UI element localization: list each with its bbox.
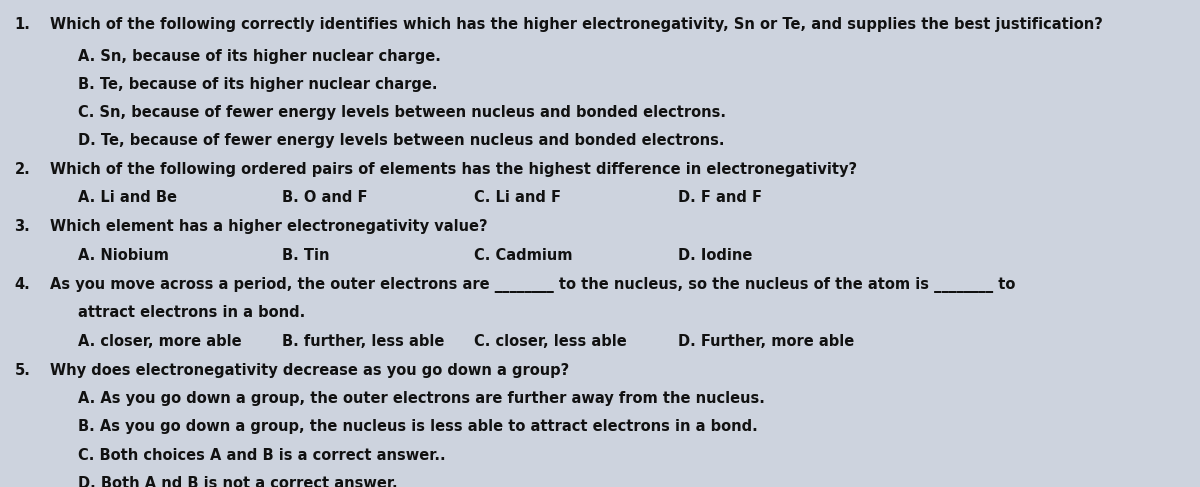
Text: B. O and F: B. O and F bbox=[282, 190, 367, 206]
Text: A. Niobium: A. Niobium bbox=[78, 248, 169, 263]
Text: B. Te, because of its higher nuclear charge.: B. Te, because of its higher nuclear cha… bbox=[78, 77, 438, 92]
Text: Which of the following correctly identifies which has the higher electronegativi: Which of the following correctly identif… bbox=[50, 17, 1103, 32]
Text: Which element has a higher electronegativity value?: Which element has a higher electronegati… bbox=[50, 219, 488, 234]
Text: D. Te, because of fewer energy levels between nucleus and bonded electrons.: D. Te, because of fewer energy levels be… bbox=[78, 133, 725, 149]
Text: Why does electronegativity decrease as you go down a group?: Why does electronegativity decrease as y… bbox=[50, 363, 570, 378]
Text: 2.: 2. bbox=[14, 162, 30, 177]
Text: A. closer, more able: A. closer, more able bbox=[78, 334, 241, 349]
Text: C. Sn, because of fewer energy levels between nucleus and bonded electrons.: C. Sn, because of fewer energy levels be… bbox=[78, 105, 726, 120]
Text: D. F and F: D. F and F bbox=[678, 190, 762, 206]
Text: C. Both choices A and B is a correct answer..: C. Both choices A and B is a correct ans… bbox=[78, 448, 445, 463]
Text: B. further, less able: B. further, less able bbox=[282, 334, 444, 349]
Text: 4.: 4. bbox=[14, 277, 30, 292]
Text: B. Tin: B. Tin bbox=[282, 248, 330, 263]
Text: C. Li and F: C. Li and F bbox=[474, 190, 562, 206]
Text: D. Further, more able: D. Further, more able bbox=[678, 334, 854, 349]
Text: D. Both A nd B is not a correct answer.: D. Both A nd B is not a correct answer. bbox=[78, 476, 397, 487]
Text: As you move across a period, the outer electrons are ________ to the nucleus, so: As you move across a period, the outer e… bbox=[50, 277, 1015, 293]
Text: A. As you go down a group, the outer electrons are further away from the nucleus: A. As you go down a group, the outer ele… bbox=[78, 391, 764, 406]
Text: C. Cadmium: C. Cadmium bbox=[474, 248, 572, 263]
Text: A. Sn, because of its higher nuclear charge.: A. Sn, because of its higher nuclear cha… bbox=[78, 49, 440, 64]
Text: D. Iodine: D. Iodine bbox=[678, 248, 752, 263]
Text: attract electrons in a bond.: attract electrons in a bond. bbox=[78, 305, 305, 320]
Text: A. Li and Be: A. Li and Be bbox=[78, 190, 178, 206]
Text: C. closer, less able: C. closer, less able bbox=[474, 334, 626, 349]
Text: 3.: 3. bbox=[14, 219, 30, 234]
Text: 5.: 5. bbox=[14, 363, 30, 378]
Text: B. As you go down a group, the nucleus is less able to attract electrons in a bo: B. As you go down a group, the nucleus i… bbox=[78, 419, 757, 434]
Text: Which of the following ordered pairs of elements has the highest difference in e: Which of the following ordered pairs of … bbox=[50, 162, 858, 177]
Text: 1.: 1. bbox=[14, 17, 30, 32]
